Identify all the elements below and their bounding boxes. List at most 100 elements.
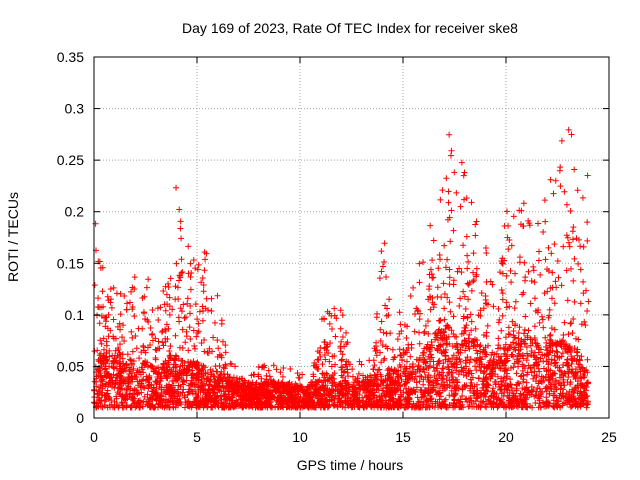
data-point-marker xyxy=(582,287,589,294)
axis-ticks: 0 5 10 15 20 25 0 0.05 0.1 0.15 0.2 0.25 0.3 0.35 xyxy=(57,49,617,445)
data-point-marker xyxy=(558,371,565,378)
data-point-marker xyxy=(473,337,480,344)
data-point-marker xyxy=(391,354,398,361)
data-point-marker xyxy=(105,311,112,318)
data-point-marker xyxy=(478,393,485,400)
data-point-marker xyxy=(334,386,341,393)
data-point-marker xyxy=(395,373,402,380)
y-tick-label: 0.25 xyxy=(57,152,84,168)
data-point-marker xyxy=(161,360,168,367)
data-point-marker xyxy=(520,338,527,345)
data-point-marker xyxy=(137,371,144,378)
data-point-marker xyxy=(157,304,164,311)
data-point-marker xyxy=(178,270,185,277)
data-point-marker xyxy=(417,404,424,411)
data-point-marker xyxy=(523,394,530,401)
data-point-marker xyxy=(336,392,343,399)
data-point-marker xyxy=(458,269,465,276)
data-point-marker xyxy=(329,379,336,386)
data-point-marker xyxy=(442,326,449,333)
data-point-marker xyxy=(181,315,188,322)
y-tick-label: 0.3 xyxy=(65,101,85,117)
data-point-marker xyxy=(234,387,241,394)
data-point-marker xyxy=(160,287,167,294)
data-point-marker xyxy=(493,350,500,357)
data-point-marker xyxy=(542,344,549,351)
data-point-marker xyxy=(233,379,240,386)
data-point-marker xyxy=(478,289,485,296)
data-point-marker xyxy=(463,382,470,389)
data-point-marker xyxy=(324,308,331,315)
data-point-marker xyxy=(569,386,576,393)
data-point-marker xyxy=(359,399,366,406)
data-point-marker xyxy=(352,377,359,384)
data-point-marker xyxy=(370,357,377,364)
data-point-marker xyxy=(187,273,194,280)
data-point-marker xyxy=(377,326,384,333)
data-point-marker xyxy=(557,183,564,190)
y-tick-label: 0.1 xyxy=(65,307,85,323)
data-point-marker xyxy=(338,357,345,364)
data-point-marker xyxy=(389,398,396,405)
data-point-marker xyxy=(577,243,584,250)
data-point-marker xyxy=(450,277,457,284)
data-point-marker xyxy=(188,367,195,374)
data-point-marker xyxy=(473,265,480,272)
data-point-marker xyxy=(376,275,383,282)
data-point-marker xyxy=(274,386,281,393)
y-tick-label: 0.05 xyxy=(57,358,84,374)
data-point-marker xyxy=(126,299,133,306)
data-point-marker xyxy=(536,248,543,255)
data-point-marker xyxy=(244,389,251,396)
data-point-marker xyxy=(464,252,471,259)
data-point-marker xyxy=(420,401,427,408)
data-point-marker xyxy=(199,317,206,324)
data-point-marker xyxy=(111,404,118,411)
data-point-marker xyxy=(416,354,423,361)
data-point-marker xyxy=(354,400,361,407)
data-point-marker xyxy=(561,319,568,326)
data-point-marker xyxy=(503,386,510,393)
data-point-marker xyxy=(214,337,221,344)
data-point-marker xyxy=(144,317,151,324)
data-point-marker xyxy=(463,233,470,240)
data-point-marker xyxy=(359,378,366,385)
data-point-marker xyxy=(482,292,489,299)
data-point-marker xyxy=(528,369,535,376)
data-point-marker xyxy=(181,366,188,373)
data-point-marker xyxy=(532,339,539,346)
data-point-marker xyxy=(416,316,423,323)
data-point-marker xyxy=(489,360,496,367)
data-point-marker xyxy=(513,385,520,392)
data-point-marker xyxy=(269,380,276,387)
data-point-marker xyxy=(218,354,225,361)
data-point-marker xyxy=(202,305,209,312)
x-tick-label: 20 xyxy=(498,429,514,445)
data-point-marker xyxy=(202,256,209,263)
data-point-marker xyxy=(146,372,153,379)
data-point-marker xyxy=(555,398,562,405)
data-point-marker xyxy=(151,390,158,397)
data-point-marker xyxy=(304,384,311,391)
data-point-marker xyxy=(513,381,520,388)
data-point-marker xyxy=(508,279,515,286)
data-point-marker xyxy=(560,386,567,393)
data-point-marker xyxy=(174,398,181,405)
data-point-marker xyxy=(434,361,441,368)
data-point-marker xyxy=(518,403,525,410)
data-point-marker xyxy=(444,363,451,370)
data-point-marker xyxy=(403,346,410,353)
data-point-marker xyxy=(507,399,514,406)
data-point-marker xyxy=(578,401,585,408)
data-point-marker xyxy=(123,386,130,393)
data-point-marker xyxy=(495,305,502,312)
data-point-marker xyxy=(255,363,262,370)
data-point-marker xyxy=(199,303,206,310)
data-point-marker xyxy=(512,398,519,405)
data-point-marker xyxy=(195,261,202,268)
data-point-marker xyxy=(406,374,413,381)
data-point-marker xyxy=(466,359,473,366)
data-point-marker xyxy=(240,397,247,404)
data-point-marker xyxy=(483,279,490,286)
